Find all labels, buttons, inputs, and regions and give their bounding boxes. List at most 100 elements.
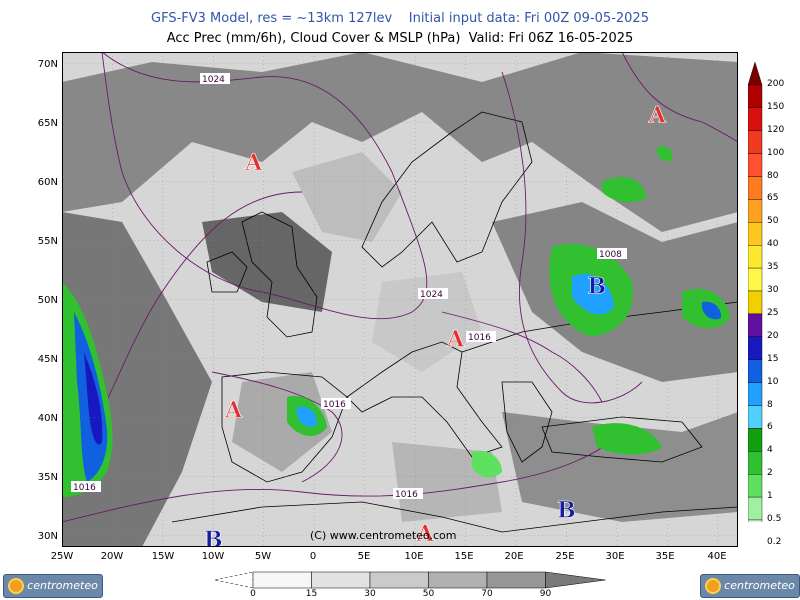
lat-label: 35N: [37, 472, 58, 483]
precip-scale-swatch: [748, 336, 763, 360]
lon-label: 10E: [404, 551, 424, 562]
isobar-label: 1016: [395, 490, 418, 500]
lat-label: 65N: [37, 118, 58, 129]
precip-scale-swatch: [748, 222, 763, 246]
precip-scale-swatch: [748, 290, 763, 315]
cloud-scale-label: 30: [364, 589, 376, 599]
isobar-label: 1016: [468, 333, 491, 343]
precip-scale-label: 120: [767, 124, 785, 135]
precip-scale-swatch: [748, 474, 763, 498]
precip-scale-label: 50: [767, 216, 779, 227]
precip-scale-label: 6: [767, 422, 773, 433]
precipitation-layer: [62, 146, 730, 497]
logo-text: centrometeo: [27, 579, 98, 592]
cloud-scale-label: 0: [250, 589, 256, 599]
precip-scale-label: 8: [767, 399, 773, 410]
high-pressure-center: A: [224, 397, 243, 423]
cloud-scale-swatch: [252, 571, 312, 589]
precip-scale-label: 20: [767, 330, 779, 341]
lon-label: 40E: [707, 551, 727, 562]
isobar-label: 1024: [420, 290, 443, 300]
logo-left[interactable]: centrometeo: [3, 574, 103, 598]
logo-right[interactable]: centrometeo: [700, 574, 800, 598]
lon-label: 25E: [555, 551, 575, 562]
logo-icon: [705, 578, 722, 594]
lat-label: 30N: [37, 531, 58, 542]
cloud-scale-start: [215, 571, 254, 589]
cloud-scale-swatch: [311, 571, 371, 589]
lat-label: 50N: [37, 295, 58, 306]
copyright-text: (C) www.centrometeo.com: [310, 529, 456, 542]
pressure-centers: A A A A A B B B: [204, 102, 667, 547]
lon-label: 5E: [357, 551, 371, 562]
precip-scale-label: 0.5: [767, 514, 782, 524]
cloud-scale-label: 15: [305, 589, 318, 599]
precip-scale-swatch: [748, 153, 763, 177]
precip-scale-label: 0.2: [767, 536, 782, 547]
isobar-label: 1016: [73, 483, 96, 493]
isobar-label: 1016: [323, 400, 346, 410]
precip-scale-swatch: [748, 382, 763, 406]
precip-scale-swatch: [748, 451, 763, 475]
precip-scale-swatch: [748, 359, 763, 383]
cloud-scale-swatch: [428, 571, 488, 589]
precip-scale-label: 1: [767, 491, 773, 502]
precip-scale-label: 4: [767, 445, 773, 456]
precip-scale-label: 150: [767, 101, 785, 112]
cloud-scale-end: [545, 571, 606, 589]
precip-scale-swatch: [748, 428, 763, 452]
precip-scale-label: 25: [767, 307, 779, 318]
precip-scale-swatch: [748, 107, 763, 131]
precip-scale-swatch: [748, 405, 763, 429]
lat-label: 45N: [37, 354, 58, 365]
precip-scale-label: 100: [767, 147, 785, 158]
cloud-scale-label: 70: [481, 589, 493, 599]
lon-label: 20W: [100, 551, 124, 562]
low-pressure-center: B: [557, 498, 576, 524]
high-pressure-center: A: [446, 327, 465, 353]
precip-scale-swatch: [748, 62, 763, 86]
logo-icon: [8, 578, 25, 594]
isobar-label: 1008: [599, 250, 622, 260]
precip-scale-label: 80: [767, 170, 779, 181]
lon-label: 15W: [151, 551, 175, 562]
precip-scale-label: 15: [767, 353, 779, 364]
precip-scale-swatch: [748, 130, 763, 154]
precip-scale-swatch: [748, 176, 763, 200]
lat-label: 55N: [37, 236, 58, 247]
precip-scale-swatch: [748, 244, 763, 269]
lon-label: 10W: [201, 551, 225, 562]
isobar-label: 1024: [202, 75, 225, 85]
lon-label: 20E: [504, 551, 524, 562]
graticule: [62, 52, 738, 547]
precip-scale-swatch: [748, 267, 763, 292]
cloud-scale-label: 90: [539, 589, 552, 599]
precip-scale-label: 40: [767, 239, 779, 250]
forecast-map[interactable]: 1024 1024 1016 1016 1008 1016 1016 AAAAA…: [62, 52, 738, 547]
cloud-scale-label: 50: [422, 589, 435, 599]
precip-scale-label: 30: [767, 285, 779, 295]
precipitation-colorbar: [748, 62, 763, 522]
precip-scale-label: 200: [767, 78, 785, 89]
precip-scale-swatch: [748, 519, 763, 522]
lon-label: 25W: [50, 551, 74, 562]
low-pressure-center: B: [204, 527, 223, 547]
lat-label: 40N: [37, 413, 58, 424]
precip-scale-label: 65: [767, 193, 779, 204]
high-pressure-center: A: [244, 150, 263, 176]
cloud-scale-swatch: [486, 571, 546, 589]
cloud-scale-swatch: [369, 571, 429, 589]
chart-subtitle: Acc Prec (mm/6h), Cloud Cover & MSLP (hP…: [166, 31, 634, 46]
cloud-cover-colorbar: [215, 571, 606, 589]
precip-scale-swatch: [748, 496, 763, 521]
high-pressure-center: A: [416, 521, 435, 547]
precip-scale-swatch: [748, 199, 763, 223]
precip-scale-label: 10: [767, 376, 779, 387]
map-frame: [62, 52, 738, 547]
lat-label: 70N: [37, 59, 58, 70]
lon-label: 30E: [605, 551, 625, 562]
precip-scale-label: 35: [767, 262, 779, 273]
lon-label: 35E: [655, 551, 675, 562]
precip-scale-swatch: [748, 313, 763, 337]
lon-label: 5W: [254, 551, 272, 562]
